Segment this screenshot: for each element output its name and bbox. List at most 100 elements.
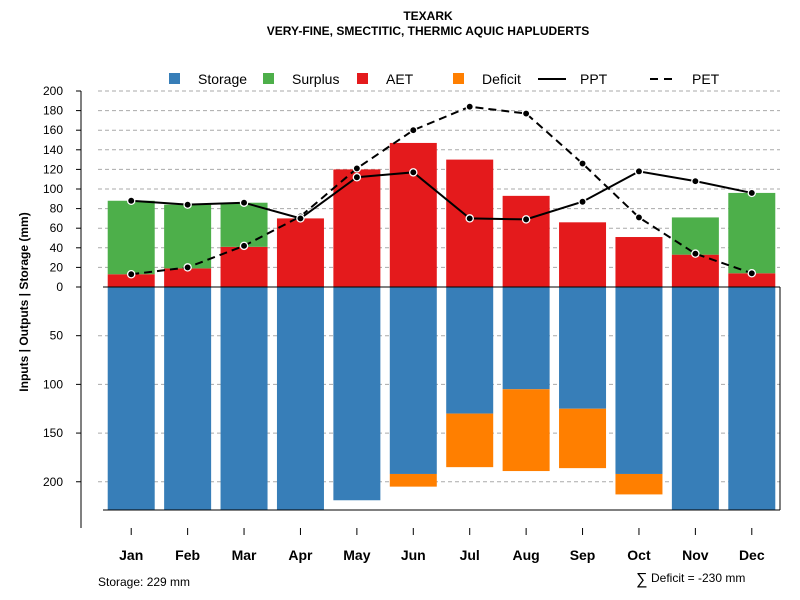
ppt-point [296, 214, 305, 223]
storage-bar [276, 287, 324, 510]
month-label: Feb [175, 547, 200, 563]
deficit-bar [389, 473, 437, 487]
y-tick-label-lower: 150 [43, 426, 63, 440]
month-label: Dec [739, 547, 765, 563]
surplus-bar [107, 200, 155, 275]
month-label: Jun [401, 547, 426, 563]
month-label: Mar [232, 547, 257, 563]
y-tick-label-upper: 0 [56, 280, 63, 294]
surplus-bar [671, 217, 719, 255]
ppt-point [183, 200, 192, 209]
deficit-bar [615, 473, 663, 495]
aet-bar [502, 195, 550, 287]
storage-bar [502, 287, 550, 390]
storage-bar [107, 287, 155, 510]
y-tick-label-upper: 120 [43, 162, 63, 176]
legend-swatch-aet [357, 73, 368, 84]
legend: Storage Surplus AET Deficit PPT PET [169, 71, 720, 87]
month-label: Jul [460, 547, 480, 563]
aet-bar [107, 274, 155, 287]
grid-lines [98, 90, 780, 483]
aet-bar [389, 142, 437, 287]
pet-point [126, 270, 136, 279]
storage-bar [615, 287, 663, 474]
series-lines [103, 102, 781, 511]
pet-point [747, 269, 757, 278]
pet-line [131, 105, 753, 276]
surplus-bar [728, 192, 776, 274]
surplus-bar [220, 202, 268, 247]
aet-bar [276, 218, 324, 287]
ppt-point [239, 198, 249, 207]
legend-label-surplus: Surplus [292, 71, 339, 87]
y-tick-label-upper: 180 [43, 104, 63, 118]
pet-point [521, 109, 531, 118]
pet-point [691, 249, 700, 258]
y-tick-label-upper: 160 [43, 123, 63, 137]
ppt-point [578, 197, 587, 206]
storage-bar [220, 287, 268, 510]
deficit-bar [502, 389, 550, 472]
month-label: Oct [627, 547, 651, 563]
pet-point [465, 102, 474, 111]
ppt-point [126, 196, 136, 206]
y-tick-label-upper: 80 [50, 202, 64, 216]
pet-point [183, 263, 192, 272]
ppt-point [634, 167, 644, 176]
y-tick-label-upper: 140 [43, 143, 63, 157]
y-tick-label-lower: 50 [50, 329, 64, 343]
month-label: Sep [570, 547, 596, 563]
y-tick-label-upper: 100 [43, 182, 63, 196]
legend-label-ppt: PPT [580, 71, 608, 87]
surplus-bar [164, 204, 212, 269]
aet-bar [446, 159, 494, 287]
bars [107, 142, 776, 510]
storage-bar [728, 287, 776, 510]
ppt-point [691, 176, 700, 186]
y-axis-label: Inputs | Outputs | Storage (mm) [17, 212, 31, 391]
month-label: Aug [513, 547, 540, 563]
y-tick-label-upper: 40 [50, 241, 64, 255]
storage-bar [333, 287, 381, 501]
pet-point [352, 164, 362, 173]
axes: 0 20 40 60 80 100 120 140 160 180 200 50 100 150 200 Ja… [43, 84, 765, 563]
y-tick-label-upper: 60 [50, 221, 64, 235]
y-tick-label-lower: 200 [43, 475, 63, 489]
ppt-point [521, 215, 531, 224]
deficit-annotation: Deficit = -230 mm [651, 571, 745, 585]
legend-swatch-surplus [263, 73, 274, 84]
storage-annotation: Storage: 229 mm [98, 575, 190, 589]
legend-label-deficit: Deficit [482, 71, 521, 87]
legend-label-pet: PET [692, 71, 720, 87]
deficit-bar [446, 413, 494, 468]
ppt-point [409, 168, 418, 177]
month-label: Apr [288, 547, 313, 563]
storage-bar [164, 287, 212, 510]
y-tick-label-upper: 20 [50, 260, 64, 274]
y-tick-label-upper: 200 [43, 84, 63, 98]
deficit-sum-symbol: ∑ [636, 571, 647, 588]
month-label: Jan [119, 547, 143, 563]
legend-swatch-deficit [453, 73, 464, 84]
pet-point [239, 241, 249, 251]
aet-bar [728, 273, 776, 287]
chart-subtitle: VERY-FINE, SMECTITIC, THERMIC AQUIC HAPL… [267, 24, 589, 38]
ppt-line [131, 170, 752, 221]
storage-bar [389, 287, 437, 474]
aet-bar [333, 169, 381, 287]
legend-label-aet: AET [386, 71, 414, 87]
aet-bar [164, 268, 212, 287]
aet-bar [559, 222, 607, 287]
legend-swatch-storage [169, 73, 180, 84]
ppt-point [352, 172, 362, 182]
storage-bar [671, 287, 719, 510]
y-tick-label-lower: 100 [43, 377, 63, 391]
month-label: Nov [682, 547, 709, 563]
pet-point [578, 159, 587, 168]
ppt-point [747, 188, 757, 198]
aet-bar [615, 237, 663, 287]
ppt-point [465, 214, 474, 223]
pet-point [409, 125, 418, 135]
chart-title: TEXARK [403, 9, 453, 23]
